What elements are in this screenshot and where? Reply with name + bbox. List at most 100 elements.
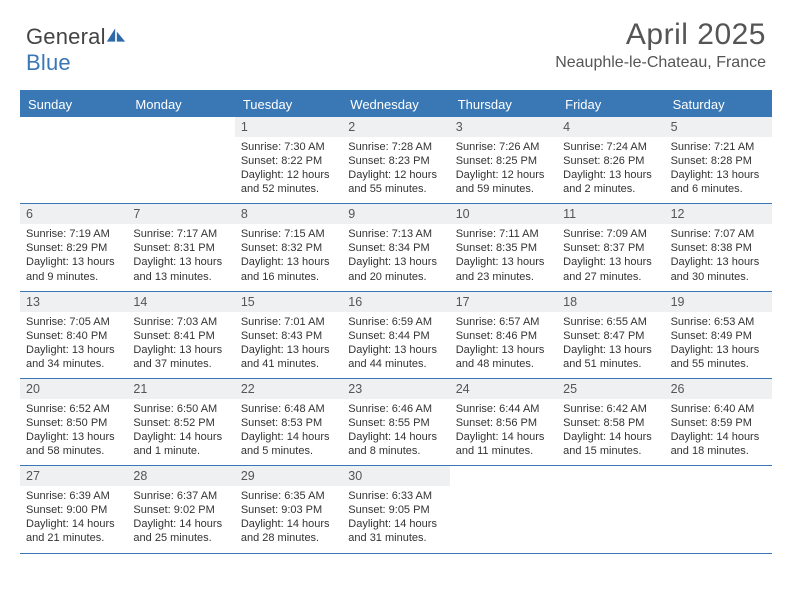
day-number: 8 bbox=[235, 204, 342, 224]
calendar-day: 30Sunrise: 6:33 AMSunset: 9:05 PMDayligh… bbox=[342, 466, 449, 552]
day-number: 1 bbox=[235, 117, 342, 137]
day-number: 10 bbox=[450, 204, 557, 224]
calendar-day: 11Sunrise: 7:09 AMSunset: 8:37 PMDayligh… bbox=[557, 204, 664, 290]
day2-text: and 28 minutes. bbox=[241, 531, 336, 545]
day-number: 25 bbox=[557, 379, 664, 399]
calendar-day: 29Sunrise: 6:35 AMSunset: 9:03 PMDayligh… bbox=[235, 466, 342, 552]
sunset-text: Sunset: 8:28 PM bbox=[671, 154, 766, 168]
day-number: 3 bbox=[450, 117, 557, 137]
day1-text: Daylight: 14 hours bbox=[563, 430, 658, 444]
title-block: April 2025 Neauphle-le-Chateau, France bbox=[555, 18, 766, 72]
day2-text: and 30 minutes. bbox=[671, 270, 766, 284]
calendar-day: 27Sunrise: 6:39 AMSunset: 9:00 PMDayligh… bbox=[20, 466, 127, 552]
sunset-text: Sunset: 8:47 PM bbox=[563, 329, 658, 343]
calendar-day: 8Sunrise: 7:15 AMSunset: 8:32 PMDaylight… bbox=[235, 204, 342, 290]
calendar-day: 28Sunrise: 6:37 AMSunset: 9:02 PMDayligh… bbox=[127, 466, 234, 552]
sunrise-text: Sunrise: 6:39 AM bbox=[26, 489, 121, 503]
sunset-text: Sunset: 8:34 PM bbox=[348, 241, 443, 255]
sunset-text: Sunset: 8:29 PM bbox=[26, 241, 121, 255]
calendar-day: 9Sunrise: 7:13 AMSunset: 8:34 PMDaylight… bbox=[342, 204, 449, 290]
day-number: 17 bbox=[450, 292, 557, 312]
calendar-day: 17Sunrise: 6:57 AMSunset: 8:46 PMDayligh… bbox=[450, 292, 557, 378]
calendar-day: 12Sunrise: 7:07 AMSunset: 8:38 PMDayligh… bbox=[665, 204, 772, 290]
day1-text: Daylight: 14 hours bbox=[241, 517, 336, 531]
sunrise-text: Sunrise: 6:37 AM bbox=[133, 489, 228, 503]
calendar-day: 1Sunrise: 7:30 AMSunset: 8:22 PMDaylight… bbox=[235, 117, 342, 203]
calendar-day: 18Sunrise: 6:55 AMSunset: 8:47 PMDayligh… bbox=[557, 292, 664, 378]
calendar-day: 4Sunrise: 7:24 AMSunset: 8:26 PMDaylight… bbox=[557, 117, 664, 203]
weekday-header: Thursday bbox=[450, 92, 557, 117]
day2-text: and 41 minutes. bbox=[241, 357, 336, 371]
sunset-text: Sunset: 8:26 PM bbox=[563, 154, 658, 168]
sunrise-text: Sunrise: 6:59 AM bbox=[348, 315, 443, 329]
day2-text: and 23 minutes. bbox=[456, 270, 551, 284]
sail-icon bbox=[106, 26, 126, 44]
sunset-text: Sunset: 8:52 PM bbox=[133, 416, 228, 430]
calendar-day: 13Sunrise: 7:05 AMSunset: 8:40 PMDayligh… bbox=[20, 292, 127, 378]
day-number: 22 bbox=[235, 379, 342, 399]
calendar-day-empty: . bbox=[450, 466, 557, 552]
calendar-day: 10Sunrise: 7:11 AMSunset: 8:35 PMDayligh… bbox=[450, 204, 557, 290]
day2-text: and 21 minutes. bbox=[26, 531, 121, 545]
day1-text: Daylight: 14 hours bbox=[348, 430, 443, 444]
day-number: 14 bbox=[127, 292, 234, 312]
sunrise-text: Sunrise: 7:21 AM bbox=[671, 140, 766, 154]
sunrise-text: Sunrise: 7:26 AM bbox=[456, 140, 551, 154]
sunset-text: Sunset: 9:03 PM bbox=[241, 503, 336, 517]
day2-text: and 58 minutes. bbox=[26, 444, 121, 458]
sunrise-text: Sunrise: 7:19 AM bbox=[26, 227, 121, 241]
sunset-text: Sunset: 8:50 PM bbox=[26, 416, 121, 430]
calendar-day: 2Sunrise: 7:28 AMSunset: 8:23 PMDaylight… bbox=[342, 117, 449, 203]
day-number: 2 bbox=[342, 117, 449, 137]
sunrise-text: Sunrise: 7:03 AM bbox=[133, 315, 228, 329]
day2-text: and 9 minutes. bbox=[26, 270, 121, 284]
sunset-text: Sunset: 8:37 PM bbox=[563, 241, 658, 255]
sunrise-text: Sunrise: 6:48 AM bbox=[241, 402, 336, 416]
sunrise-text: Sunrise: 7:15 AM bbox=[241, 227, 336, 241]
day1-text: Daylight: 13 hours bbox=[456, 255, 551, 269]
sunrise-text: Sunrise: 6:50 AM bbox=[133, 402, 228, 416]
day-number: 28 bbox=[127, 466, 234, 486]
day-number: 18 bbox=[557, 292, 664, 312]
day-number: 24 bbox=[450, 379, 557, 399]
day2-text: and 31 minutes. bbox=[348, 531, 443, 545]
sunset-text: Sunset: 9:05 PM bbox=[348, 503, 443, 517]
sunrise-text: Sunrise: 6:46 AM bbox=[348, 402, 443, 416]
day-number: 4 bbox=[557, 117, 664, 137]
sunset-text: Sunset: 8:59 PM bbox=[671, 416, 766, 430]
day1-text: Daylight: 14 hours bbox=[241, 430, 336, 444]
day1-text: Daylight: 13 hours bbox=[563, 343, 658, 357]
sunrise-text: Sunrise: 6:52 AM bbox=[26, 402, 121, 416]
day-number: 23 bbox=[342, 379, 449, 399]
sunrise-text: Sunrise: 7:07 AM bbox=[671, 227, 766, 241]
day-number: 19 bbox=[665, 292, 772, 312]
calendar-grid: SundayMondayTuesdayWednesdayThursdayFrid… bbox=[20, 90, 772, 554]
day-number: 5 bbox=[665, 117, 772, 137]
day1-text: Daylight: 13 hours bbox=[671, 168, 766, 182]
day1-text: Daylight: 13 hours bbox=[563, 255, 658, 269]
day2-text: and 16 minutes. bbox=[241, 270, 336, 284]
day-number: 26 bbox=[665, 379, 772, 399]
day2-text: and 52 minutes. bbox=[241, 182, 336, 196]
day2-text: and 27 minutes. bbox=[563, 270, 658, 284]
calendar-day-empty: . bbox=[557, 466, 664, 552]
day-number: 11 bbox=[557, 204, 664, 224]
day1-text: Daylight: 14 hours bbox=[671, 430, 766, 444]
day1-text: Daylight: 14 hours bbox=[26, 517, 121, 531]
sunrise-text: Sunrise: 6:33 AM bbox=[348, 489, 443, 503]
sunset-text: Sunset: 9:02 PM bbox=[133, 503, 228, 517]
day-number: 20 bbox=[20, 379, 127, 399]
brand-name-b: Blue bbox=[26, 50, 71, 75]
day-number: 27 bbox=[20, 466, 127, 486]
day2-text: and 25 minutes. bbox=[133, 531, 228, 545]
day1-text: Daylight: 13 hours bbox=[133, 343, 228, 357]
brand-text: General Blue bbox=[26, 24, 126, 76]
location-label: Neauphle-le-Chateau, France bbox=[555, 54, 766, 72]
calendar-day: 6Sunrise: 7:19 AMSunset: 8:29 PMDaylight… bbox=[20, 204, 127, 290]
calendar-day: 19Sunrise: 6:53 AMSunset: 8:49 PMDayligh… bbox=[665, 292, 772, 378]
day2-text: and 13 minutes. bbox=[133, 270, 228, 284]
sunrise-text: Sunrise: 7:24 AM bbox=[563, 140, 658, 154]
calendar-week: 6Sunrise: 7:19 AMSunset: 8:29 PMDaylight… bbox=[20, 204, 772, 291]
sunrise-text: Sunrise: 6:42 AM bbox=[563, 402, 658, 416]
day2-text: and 51 minutes. bbox=[563, 357, 658, 371]
